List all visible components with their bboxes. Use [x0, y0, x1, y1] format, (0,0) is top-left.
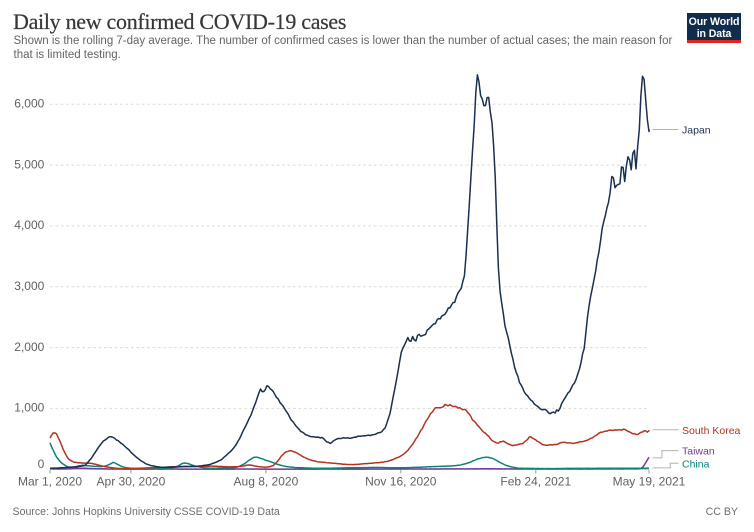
svg-text:Mar 1, 2020: Mar 1, 2020 — [18, 474, 82, 488]
svg-text:Japan: Japan — [682, 125, 711, 137]
svg-text:China: China — [682, 458, 710, 470]
svg-text:1,000: 1,000 — [14, 401, 44, 415]
svg-text:2,000: 2,000 — [14, 340, 44, 354]
svg-text:Aug 8, 2020: Aug 8, 2020 — [234, 474, 299, 488]
svg-text:Taiwan: Taiwan — [682, 446, 715, 458]
svg-text:Feb 24, 2021: Feb 24, 2021 — [500, 474, 571, 488]
svg-text:4,000: 4,000 — [14, 218, 44, 232]
svg-text:6,000: 6,000 — [14, 97, 44, 111]
svg-text:Nov 16, 2020: Nov 16, 2020 — [365, 474, 437, 488]
svg-text:South Korea: South Korea — [682, 425, 741, 437]
svg-text:0: 0 — [38, 457, 45, 471]
svg-text:May 19, 2021: May 19, 2021 — [613, 474, 686, 488]
svg-text:Apr 30, 2020: Apr 30, 2020 — [97, 474, 166, 488]
svg-text:3,000: 3,000 — [14, 279, 44, 293]
svg-text:5,000: 5,000 — [14, 157, 44, 171]
